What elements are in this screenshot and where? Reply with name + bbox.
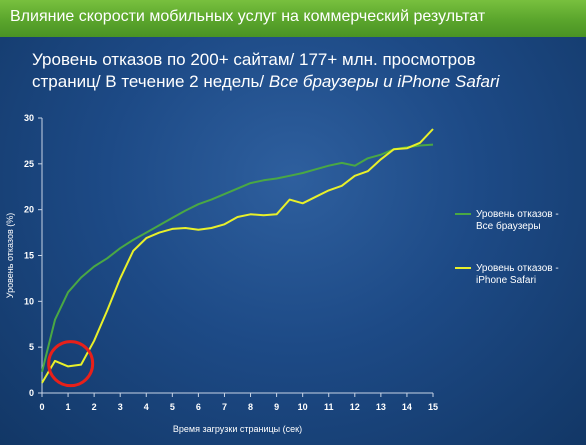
legend-label-line1: Уровень отказов - — [476, 263, 559, 274]
legend-label-line1: Уровень отказов - — [476, 209, 559, 220]
title-banner: Влияние скорости мобильных услуг на комм… — [0, 0, 586, 37]
y-tick-label: 15 — [24, 251, 34, 261]
y-tick-label: 25 — [24, 159, 34, 169]
x-tick-label: 0 — [39, 402, 44, 412]
x-tick-label: 6 — [196, 402, 201, 412]
legend-label-line2: Все браузеры — [476, 220, 541, 232]
x-tick-label: 5 — [170, 402, 175, 412]
y-axis-label: Уровень отказов (%) — [5, 213, 15, 298]
x-tick-label: 15 — [428, 402, 438, 412]
subtitle-line2: страниц/ В течение 2 недель/ — [32, 72, 269, 91]
x-tick-label: 12 — [350, 402, 360, 412]
subtitle-line2-italic: Все браузеры и iPhone Safari — [268, 72, 500, 91]
legend-label-line2: iPhone Safari — [476, 275, 536, 286]
series-line-all-browsers — [41, 143, 434, 373]
highlight-circle — [47, 340, 95, 388]
x-tick-label: 2 — [92, 402, 97, 412]
series-line-iphone-safari — [41, 128, 434, 384]
y-tick-label: 30 — [24, 113, 34, 123]
x-axis-label: Время загрузки страницы (сек) — [173, 424, 302, 434]
x-tick-label: 14 — [402, 402, 412, 412]
x-tick-label: 4 — [144, 402, 149, 412]
x-tick-label: 7 — [222, 402, 227, 412]
subtitle-line1: Уровень отказов по 200+ сайтам/ 177+ млн… — [32, 50, 476, 69]
banner-title: Влияние скорости мобильных услуг на комм… — [10, 8, 486, 25]
x-tick-label: 8 — [248, 402, 253, 412]
y-tick-label: 10 — [24, 296, 34, 306]
x-tick-label: 13 — [376, 402, 386, 412]
x-tick-label: 1 — [66, 402, 71, 412]
y-tick-label: 0 — [29, 388, 34, 398]
chart-subtitle: Уровень отказов по 200+ сайтам/ 177+ млн… — [32, 49, 577, 93]
y-tick-label: 20 — [24, 205, 34, 215]
x-tick-label: 9 — [274, 402, 279, 412]
y-tick-label: 5 — [29, 342, 34, 352]
x-tick-label: 10 — [298, 402, 308, 412]
x-tick-label: 3 — [118, 402, 123, 412]
x-tick-label: 11 — [324, 402, 334, 412]
